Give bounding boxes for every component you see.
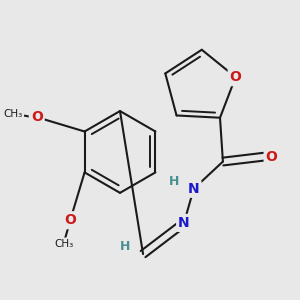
Text: O: O <box>230 70 242 84</box>
Text: H: H <box>169 175 179 188</box>
Text: H: H <box>120 240 131 253</box>
Text: O: O <box>64 213 76 227</box>
Text: CH₃: CH₃ <box>4 109 23 119</box>
Text: N: N <box>178 216 190 230</box>
Text: CH₃: CH₃ <box>55 238 74 249</box>
Text: N: N <box>188 182 200 196</box>
Text: O: O <box>266 150 278 164</box>
Text: O: O <box>31 110 43 124</box>
